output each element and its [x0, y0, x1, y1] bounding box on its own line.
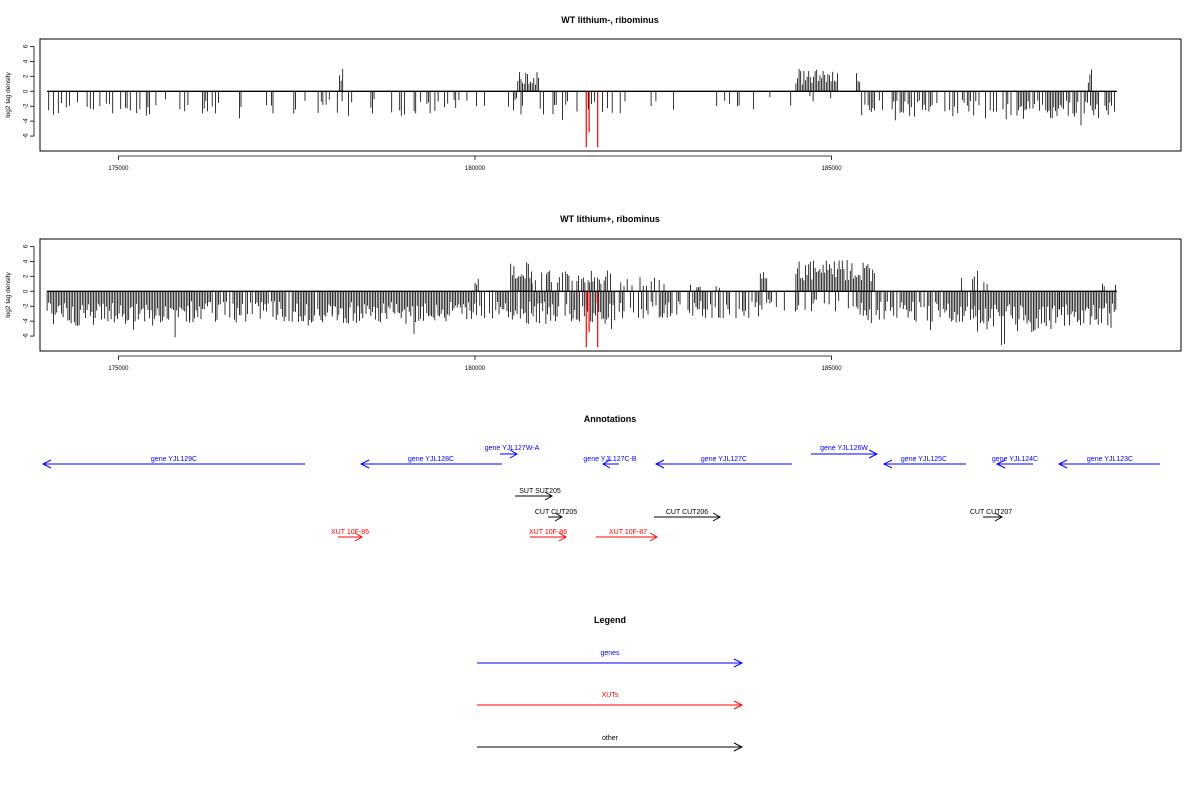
plot-frame	[39, 38, 1182, 152]
feature-label: XUT 10F-87	[609, 529, 647, 536]
y-tick-label: -2	[24, 103, 30, 109]
arrow-head	[558, 532, 568, 542]
x-tick-label: 185000	[822, 366, 843, 372]
arrow-head	[654, 459, 665, 469]
axes: -6 -4 -2 0 2 4 6 175000 180000 185000	[24, 244, 1117, 372]
plot-frame	[39, 238, 1182, 352]
feature-cut207: CUT CUT207	[970, 509, 1012, 522]
feature-gene-yjl127w-a: gene YJL127W-A	[485, 445, 540, 459]
axes: -6 -4 -2 0 2 4 6 175000 180000 185000	[24, 44, 1117, 172]
legend: Legend genes XUTs other	[477, 615, 744, 752]
legend-item-other: other	[477, 735, 744, 752]
x-tick-label: 180000	[465, 366, 486, 372]
feature-xut-10f-85: XUT 10F-85	[331, 529, 369, 542]
feature-label: gene YJL126W	[820, 445, 868, 452]
feature-label: gene YJL127C	[701, 456, 747, 463]
panel-title: WT lithium-, ribominus	[561, 15, 659, 25]
arrow-head	[359, 459, 370, 469]
arrow-head	[733, 700, 744, 710]
y-tick-label: -2	[24, 303, 30, 309]
y-tick-label: -4	[24, 318, 30, 324]
feature-cut205: CUT CUT205	[535, 509, 577, 522]
feature-gene-yjl128c: gene YJL128C	[359, 456, 502, 469]
legend-label: genes	[600, 650, 620, 657]
y-tick-label: 4	[24, 59, 30, 63]
feature-label: CUT CUT207	[970, 509, 1012, 516]
feature-gene-yjl127c-b: gene YJL127C-B	[583, 456, 637, 469]
y-tick-label: 4	[24, 259, 30, 263]
y-tick-label: -6	[24, 133, 30, 139]
feature-gene-yjl123c: gene YJL123C	[1057, 456, 1160, 469]
y-tick-label: 2	[24, 74, 30, 78]
y-tick-label: -6	[24, 333, 30, 339]
annotations-track: Annotations gene YJL129C gene YJL128C ge…	[41, 414, 1160, 542]
feature-label: CUT CUT206	[666, 509, 708, 516]
panel-title: WT lithium+, ribominus	[560, 214, 660, 224]
x-tick-label: 175000	[108, 166, 129, 172]
y-tick-label: 6	[24, 244, 30, 248]
x-tick-label: 185000	[822, 166, 843, 172]
feature-cut206: CUT CUT206	[654, 509, 722, 522]
arrow-head	[509, 449, 519, 459]
annotations-title: Annotations	[584, 414, 637, 424]
feature-gene-yjl126w: gene YJL126W	[811, 445, 879, 459]
arrow-head	[712, 512, 722, 522]
feature-label: XUT 10F-85	[331, 529, 369, 536]
arrow-head	[733, 742, 744, 752]
arrow-head	[554, 512, 564, 522]
feature-gene-yjl124c: gene YJL124C	[992, 456, 1038, 469]
feature-xut-10f-86: XUT 10F-86	[529, 529, 568, 542]
arrow-head	[995, 459, 1006, 469]
y-tick-label: 6	[24, 44, 30, 48]
arrow-head	[41, 459, 52, 469]
feature-label: gene YJL129C	[151, 456, 197, 463]
arrow-head	[544, 491, 554, 501]
feature-sut205: SUT SUT205	[515, 488, 561, 501]
legend-title: Legend	[594, 615, 626, 625]
legend-item-genes: genes	[477, 650, 744, 668]
arrow-head	[733, 658, 744, 668]
arrow-head	[649, 532, 659, 542]
y-axis-label: log2 tag density	[5, 71, 12, 117]
feature-gene-yjl127c: gene YJL127C	[654, 456, 792, 469]
feature-label: gene YJL123C	[1087, 456, 1133, 463]
feature-gene-yjl125c: gene YJL125C	[882, 456, 966, 469]
feature-label: gene YJL127W-A	[485, 445, 540, 452]
y-axis-label: log2 tag density	[5, 271, 12, 317]
feature-label: gene YJL125C	[901, 456, 947, 463]
y-tick-label: -4	[24, 118, 30, 124]
arrow-head	[1057, 459, 1068, 469]
feature-label: gene YJL128C	[408, 456, 454, 463]
legend-item-xuts: XUTs	[477, 692, 744, 710]
feature-label: XUT 10F-86	[529, 529, 567, 536]
signal-bars	[48, 68, 1115, 148]
y-tick-label: 0	[24, 289, 30, 293]
arrow-head	[994, 512, 1004, 522]
signal-bars	[46, 260, 1117, 348]
legend-label: other	[602, 735, 619, 742]
panel-lithium-minus: WT lithium-, ribominus log2 tag density …	[5, 15, 1182, 172]
arrow-head	[868, 449, 879, 459]
feature-label: CUT CUT205	[535, 509, 577, 516]
x-tick-label: 180000	[465, 166, 486, 172]
arrow-head	[601, 459, 611, 469]
panel-lithium-plus: WT lithium+, ribominus log2 tag density …	[5, 214, 1182, 372]
y-tick-label: 2	[24, 274, 30, 278]
feature-gene-yjl129c: gene YJL129C	[41, 456, 305, 469]
y-tick-label: 0	[24, 89, 30, 93]
arrow-head	[354, 532, 364, 542]
feature-label: SUT SUT205	[519, 488, 561, 495]
feature-label: gene YJL127C-B	[583, 456, 637, 463]
x-tick-label: 175000	[108, 366, 129, 372]
feature-label: gene YJL124C	[992, 456, 1038, 463]
legend-label: XUTs	[602, 692, 619, 699]
arrow-head	[882, 459, 893, 469]
feature-xut-10f-87: XUT 10F-87	[596, 529, 659, 542]
